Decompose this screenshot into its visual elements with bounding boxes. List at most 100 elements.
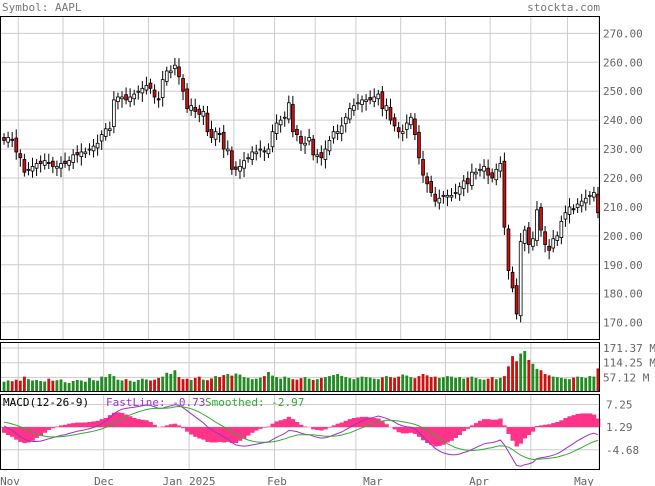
macd-histogram-bar xyxy=(10,427,15,437)
macd-histogram-bar xyxy=(494,419,499,428)
candle-body xyxy=(490,172,495,179)
macd-histogram-bar xyxy=(335,423,340,428)
macd-histogram-bar xyxy=(132,417,137,428)
macd-histogram-bar xyxy=(502,425,507,428)
volume-bar xyxy=(39,380,43,392)
candle-body xyxy=(6,137,10,143)
macd-histogram-bar xyxy=(392,427,397,430)
macd-histogram-bar xyxy=(530,427,536,432)
macd-histogram-bar xyxy=(67,423,72,428)
candle-body xyxy=(250,151,255,160)
volume-bar xyxy=(218,377,222,392)
volume-bar xyxy=(144,379,148,392)
volume-bar xyxy=(22,376,26,392)
macd-histogram-bar xyxy=(91,421,96,428)
volume-bar xyxy=(511,356,514,392)
axes xyxy=(0,16,600,470)
macd-histogram-bar xyxy=(111,412,117,428)
macd-histogram-bar xyxy=(347,419,353,428)
volume-bar xyxy=(572,377,575,392)
volume-bar xyxy=(311,379,315,392)
macd-histogram-bar xyxy=(555,421,560,428)
candle-body xyxy=(539,207,543,231)
candle-body xyxy=(563,212,568,220)
volume-bar xyxy=(393,377,396,392)
macd-histogram-bar xyxy=(380,421,385,428)
macd-histogram-bar xyxy=(315,427,320,430)
candle-body xyxy=(433,193,438,202)
volume-tick-label: 57.12 M xyxy=(603,371,650,384)
volume-bar xyxy=(299,378,303,392)
candle-body xyxy=(380,91,385,109)
volume-bar xyxy=(83,381,87,392)
macd-histogram-bar xyxy=(201,427,206,440)
volume-bar xyxy=(584,377,588,392)
candle-body xyxy=(152,89,157,98)
volume-bar xyxy=(332,375,335,392)
candle-body xyxy=(59,163,63,169)
macd-histogram-bar xyxy=(359,416,365,428)
macd-histogram-bar xyxy=(34,427,39,438)
macd-histogram-bar xyxy=(518,427,524,444)
candle-body xyxy=(42,160,47,166)
macd-histogram-bar xyxy=(286,416,292,428)
candle-body xyxy=(164,70,169,82)
candle-body xyxy=(112,99,116,127)
candle-body xyxy=(83,151,88,155)
macd-histogram-bar xyxy=(75,422,80,428)
candle-body xyxy=(274,122,279,134)
price-tick-label: 240.00 xyxy=(603,114,643,127)
macd-histogram-bar xyxy=(441,427,446,445)
volume-bar xyxy=(466,377,470,392)
candle-body xyxy=(429,181,434,193)
macd-histogram-bar xyxy=(461,427,467,432)
macd-histogram-bar xyxy=(384,424,389,428)
volume-bar xyxy=(63,382,67,392)
macd-histogram-bar xyxy=(429,427,434,445)
macd-histogram-bar xyxy=(115,412,121,428)
candle-body xyxy=(67,160,71,166)
macd-histogram-bar xyxy=(449,427,454,441)
price-tick-label: 260.00 xyxy=(603,56,643,69)
x-tick-label: Jan 2025 xyxy=(163,475,216,486)
volume-bar xyxy=(59,379,63,392)
volume-bar xyxy=(51,380,55,392)
macd-histogram-bar xyxy=(50,427,56,429)
volume-bar xyxy=(433,376,437,392)
volume-bar xyxy=(140,378,144,392)
volume-bar xyxy=(429,377,433,392)
candle-body xyxy=(278,119,283,126)
candle-body xyxy=(494,168,499,181)
macd-histogram-bar xyxy=(351,417,357,428)
volume-bar xyxy=(262,376,266,392)
volume-bar xyxy=(132,381,136,392)
macd-histogram-bar xyxy=(563,417,568,428)
candle-body xyxy=(356,102,360,105)
candle-body xyxy=(559,220,564,238)
volume-bar xyxy=(315,379,319,392)
volume-bar xyxy=(580,377,584,392)
price-tick-label: 230.00 xyxy=(603,143,643,156)
macd-histogram-bar xyxy=(372,417,377,428)
macd-histogram-bar xyxy=(331,425,336,428)
volume-bar xyxy=(494,379,498,392)
macd-histogram-bar xyxy=(445,427,450,443)
volume-bar xyxy=(592,376,596,392)
volume-bar xyxy=(124,379,128,392)
volume-bar xyxy=(323,377,327,392)
macd-histogram-bar xyxy=(400,427,406,434)
volume-bar xyxy=(128,380,132,392)
macd-histogram-bar xyxy=(213,427,218,443)
macd-smoothed-label: Smoothed: -2.97 xyxy=(205,396,304,409)
candle-body xyxy=(225,148,230,152)
candle-body xyxy=(234,166,238,170)
macd-histogram-bar xyxy=(148,421,153,428)
candle-body xyxy=(474,171,478,175)
macd-fastline xyxy=(3,404,599,467)
macd-histogram-bar xyxy=(595,418,601,428)
macd-histogram-bar xyxy=(136,419,141,428)
macd-histogram-bar xyxy=(465,427,471,429)
volume-bar xyxy=(149,380,152,392)
volume-bar xyxy=(413,378,417,392)
